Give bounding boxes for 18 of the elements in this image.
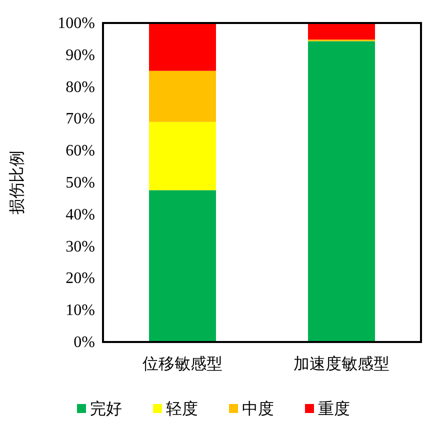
y-axis-title: 损伤比例 (8, 150, 26, 214)
y-tick-label: 20% (66, 270, 95, 288)
legend-label: 中度 (242, 400, 274, 418)
x-tick-label: 加速度敏感型 (294, 355, 390, 373)
y-tick-label: 50% (66, 174, 95, 192)
legend-label: 完好 (90, 400, 122, 418)
legend-label: 重度 (318, 400, 350, 418)
y-tick-label: 0% (74, 334, 95, 351)
x-tick-label: 位移敏感型 (142, 355, 222, 373)
y-tick-label: 30% (66, 238, 95, 256)
y-tick-label: 40% (66, 206, 95, 224)
y-tick-label: 70% (66, 110, 95, 128)
y-tick-label: 90% (66, 46, 95, 64)
y-tick-label: 80% (66, 78, 95, 96)
y-tick-label: 10% (66, 302, 95, 320)
y-tick-label: 100% (58, 15, 95, 32)
legend-label: 轻度 (166, 400, 198, 418)
y-tick-label: 60% (66, 142, 95, 160)
